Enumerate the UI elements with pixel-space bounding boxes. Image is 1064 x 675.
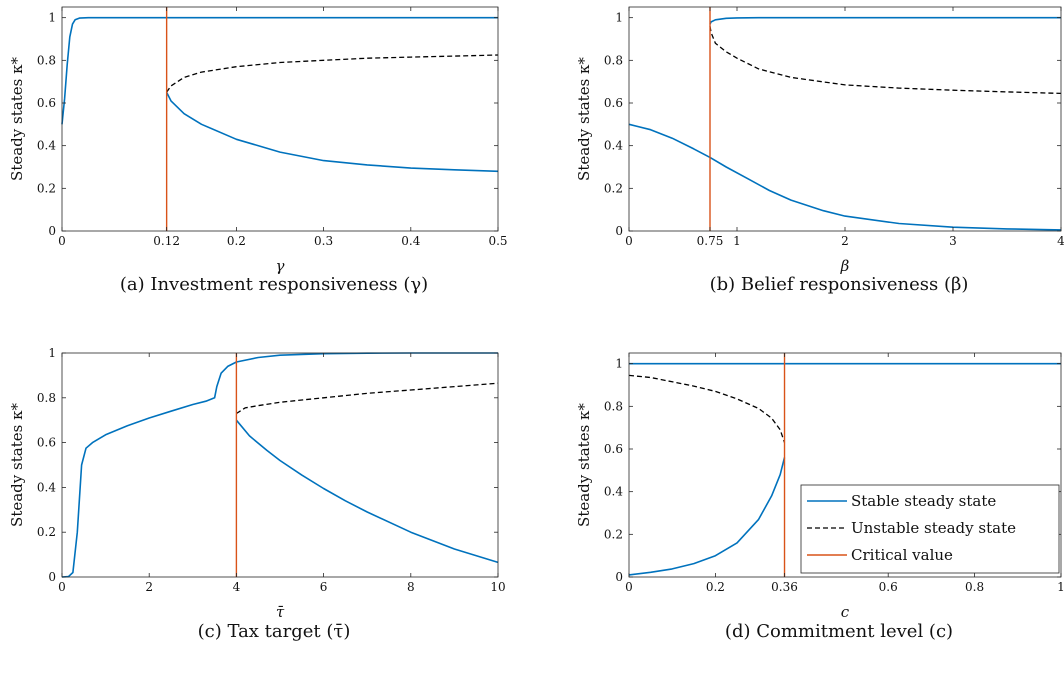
y-tick-label: 0: [48, 224, 56, 238]
x-tick-label: 0.4: [401, 234, 420, 248]
y-tick-label: 1: [615, 11, 623, 25]
x-tick-label: 0.12: [153, 234, 180, 248]
panel-c: 0 2 4 6 8 10 0 0.2 0.4 0.6 0.8 1 τ̄ Steady states κ* (…: [8, 346, 506, 642]
y-tick-label: 0: [615, 224, 623, 238]
stable-series-line: [709, 16, 1061, 25]
axes-frame: [61, 352, 499, 578]
y-tick-label: 0.2: [604, 181, 623, 195]
stable-series-line: [628, 457, 786, 576]
axes-frame: [628, 352, 1062, 578]
x-tick-label: 8: [407, 580, 415, 594]
y-tick-label: 0.8: [37, 53, 56, 67]
stable-series-line: [235, 419, 499, 564]
y-tick-label: 0.4: [604, 485, 623, 499]
x-tick-label: 4: [233, 580, 241, 594]
unstable-series-line: [236, 382, 499, 415]
x-tick-label: 1: [1057, 580, 1064, 594]
x-tick-label: 3: [949, 234, 957, 248]
panel-caption: (a) Investment responsiveness (γ): [120, 274, 428, 295]
y-tick-label: 0.6: [604, 96, 623, 110]
x-tick-label: 1: [733, 234, 741, 248]
unstable-series-line: [709, 26, 1062, 95]
panel-caption: (b) Belief responsiveness (β): [710, 274, 969, 295]
y-tick-label: 0.2: [37, 181, 56, 195]
x-tick-label: 0: [625, 234, 633, 248]
stable-series-line: [165, 91, 499, 173]
y-tick-label: 0: [48, 570, 56, 584]
x-tick-label: 0.2: [706, 580, 725, 594]
y-tick-label: 0.6: [604, 442, 623, 456]
stable-series-line: [61, 352, 498, 578]
legend: Stable steady state Unstable steady state…: [800, 484, 1060, 574]
x-axis-label: γ: [276, 257, 285, 275]
y-tick-label: 0.4: [604, 139, 623, 153]
x-tick-label: 0.8: [965, 580, 984, 594]
x-tick-label: 2: [841, 234, 849, 248]
y-tick-label: 0.8: [37, 391, 56, 405]
axes-frame: [628, 6, 1062, 232]
y-axis-label: Steady states κ*: [8, 57, 26, 181]
x-tick-label: 0: [58, 580, 66, 594]
legend-entry: Unstable steady state: [851, 519, 1016, 537]
x-tick-label: 0.75: [697, 234, 724, 248]
y-tick-label: 0.6: [37, 96, 56, 110]
panel-a: 0 0.12 0.2 0.3 0.4 0.5 0 0.2 0.4 0.6 0.8 1 γ Steady s…: [8, 6, 508, 295]
y-axis-label: Steady states κ*: [575, 403, 593, 527]
x-tick-label: 0.36: [771, 580, 798, 594]
x-tick-label: 0.2: [227, 234, 246, 248]
x-tick-label: 4: [1057, 234, 1064, 248]
legend-box: [800, 484, 1060, 574]
stable-series-line: [61, 16, 498, 125]
x-tick-label: 0.3: [314, 234, 333, 248]
y-tick-label: 0.8: [604, 399, 623, 413]
x-axis-label: τ̄: [276, 603, 285, 621]
y-tick-label: 0.8: [604, 53, 623, 67]
x-tick-label: 2: [145, 580, 153, 594]
y-axis-label: Steady states κ*: [575, 57, 593, 181]
unstable-series-line: [166, 54, 499, 93]
y-tick-label: 0.2: [604, 527, 623, 541]
panel-caption: (c) Tax target (τ̄): [198, 621, 351, 642]
unstable-series-line: [628, 374, 786, 443]
panel-caption: (d) Commitment level (c): [725, 621, 953, 642]
y-axis-label: Steady states κ*: [8, 403, 26, 527]
x-axis-label: c: [841, 603, 850, 621]
x-tick-label: 10: [490, 580, 505, 594]
y-tick-label: 1: [48, 11, 56, 25]
x-axis-label: β: [840, 257, 850, 275]
y-tick-label: 0.4: [37, 480, 56, 494]
legend-entry: Critical value: [851, 546, 953, 564]
x-tick-label: 0: [625, 580, 633, 594]
panel-d: 0 0.2 0.36 0.6 0.8 1 0 0.2 0.4 0.6 0.8 1 c Steady sta…: [575, 352, 1064, 642]
axes-frame: [61, 6, 499, 232]
x-tick-label: 0: [58, 234, 66, 248]
y-tick-label: 0.4: [37, 139, 56, 153]
y-tick-label: 1: [615, 357, 623, 371]
stable-series-line: [628, 123, 1062, 231]
y-tick-label: 0.6: [37, 436, 56, 450]
x-tick-label: 0.5: [488, 234, 507, 248]
legend-entry: Stable steady state: [851, 492, 996, 510]
panel-b: 0 0.75 1 2 3 4 0 0.2 0.4 0.6 0.8 1 β Steady states κ*…: [575, 6, 1064, 295]
x-tick-label: 0.6: [879, 580, 898, 594]
y-tick-label: 0: [615, 570, 623, 584]
y-tick-label: 1: [48, 346, 56, 360]
y-tick-label: 0.2: [37, 525, 56, 539]
x-tick-label: 6: [320, 580, 328, 594]
